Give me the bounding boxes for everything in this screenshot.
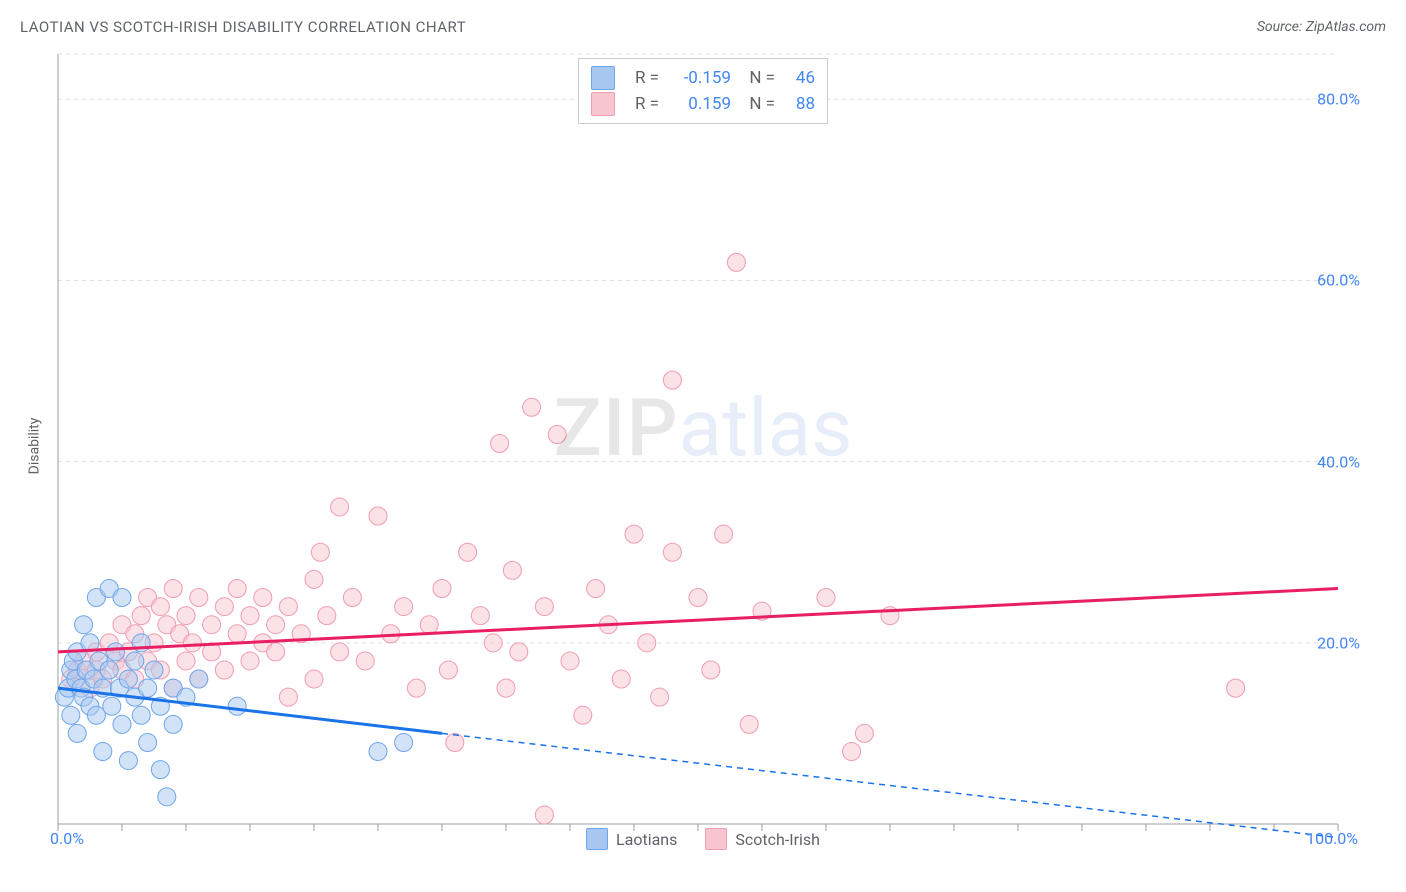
legend-series: Laotians Scotch-Irish [586,828,820,850]
r-value-laotians: -0.159 [669,65,731,91]
legend-item-scotch-irish: Scotch-Irish [705,828,820,850]
scatter-plot: ZIPatlas R = -0.159 N = 46 R = 0.159 N =… [48,44,1358,844]
n-label: N = [741,91,775,117]
chart-title: LAOTIAN VS SCOTCH-IRISH DISABILITY CORRE… [20,18,466,36]
r-label: R = [625,91,659,117]
legend-swatch-scotch-irish [591,92,615,116]
y-tick-label: 40.0% [1317,452,1360,471]
chart-source: Source: ZipAtlas.com [1257,19,1386,35]
legend-row-scotch-irish: R = 0.159 N = 88 [591,91,815,117]
y-tick-label: 60.0% [1317,271,1360,290]
legend-label-laotians: Laotians [616,830,677,849]
legend-swatch-laotians-icon [586,828,608,850]
r-value-scotch-irish: 0.159 [669,91,731,117]
legend-row-laotians: R = -0.159 N = 46 [591,65,815,91]
chart-header: LAOTIAN VS SCOTCH-IRISH DISABILITY CORRE… [20,18,1386,36]
plot-svg [48,44,1358,844]
legend-swatch-scotch-irish-icon [705,828,727,850]
y-tick-label: 20.0% [1317,633,1360,652]
n-value-laotians: 46 [785,65,815,91]
y-tick-label: 80.0% [1317,90,1360,109]
legend-swatch-laotians [591,66,615,90]
source-name: ZipAtlas.com [1306,19,1386,35]
x-tick-min: 0.0% [50,829,84,848]
source-prefix: Source: [1257,19,1306,35]
r-label: R = [625,65,659,91]
n-value-scotch-irish: 88 [785,91,815,117]
legend-item-laotians: Laotians [586,828,677,850]
n-label: N = [741,65,775,91]
legend-label-scotch-irish: Scotch-Irish [735,830,820,849]
legend-correlation: R = -0.159 N = 46 R = 0.159 N = 88 [578,58,828,124]
x-tick-max: 100.0% [1306,829,1358,848]
y-axis-label: Disability [26,418,42,475]
